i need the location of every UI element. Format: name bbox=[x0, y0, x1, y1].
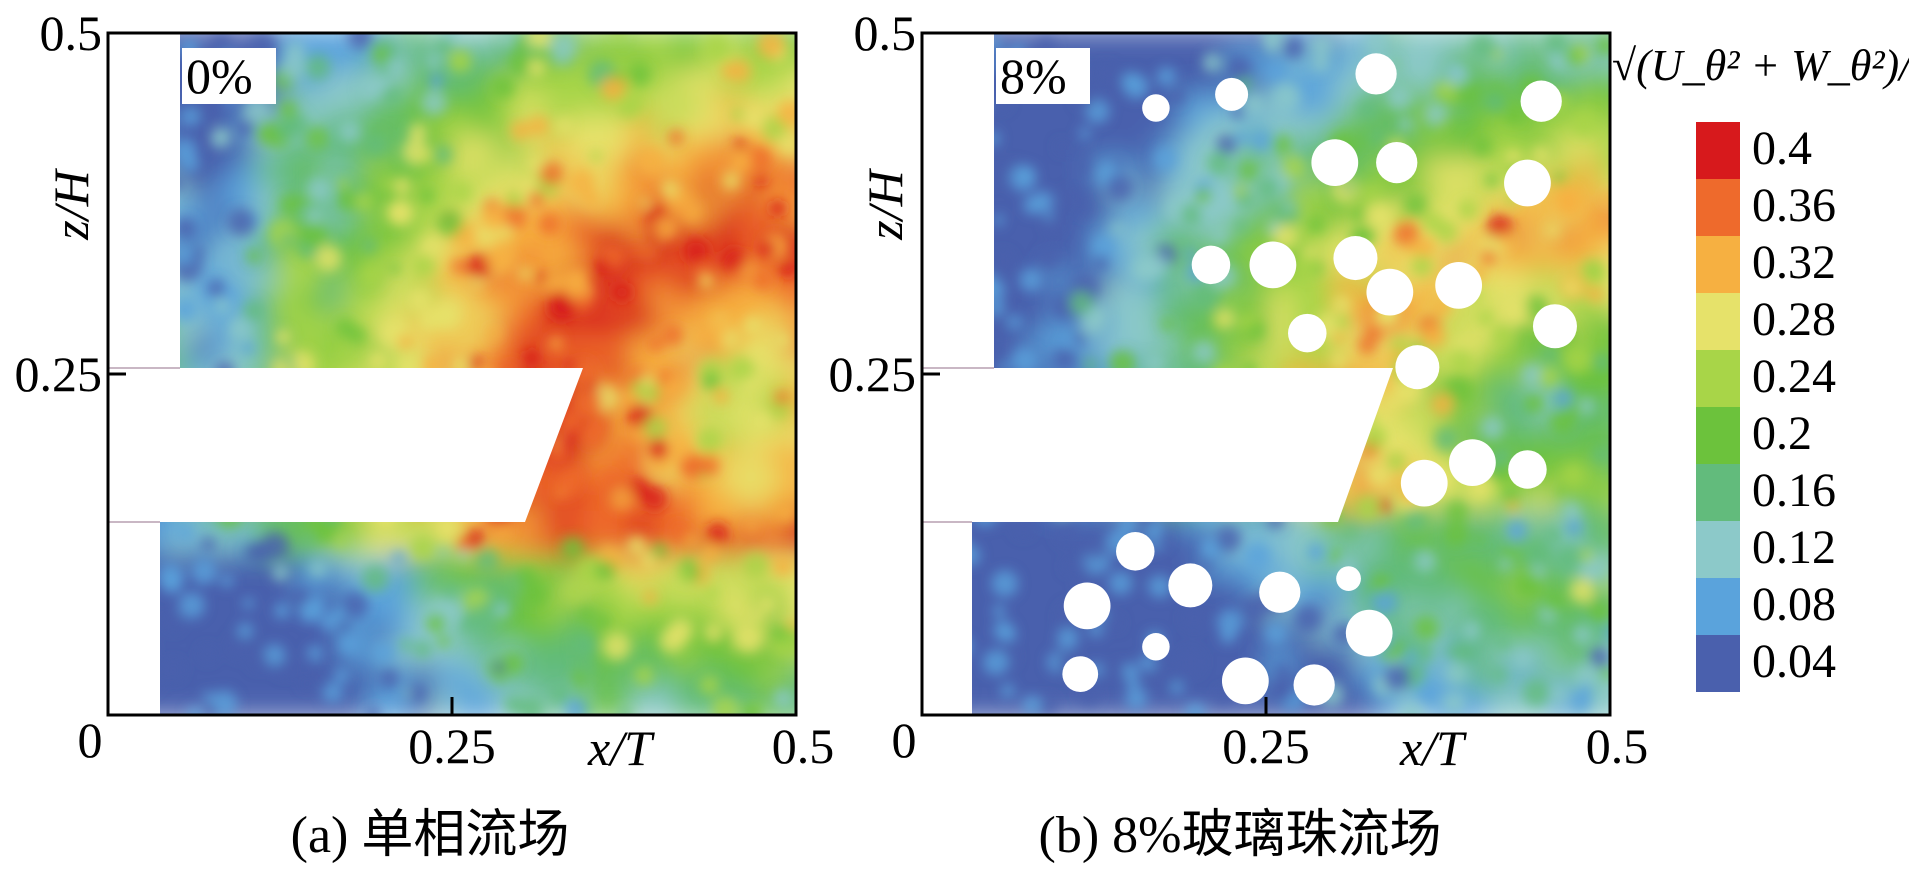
colorbar-swatch bbox=[1696, 293, 1740, 350]
y-tick-top-a: 0.5 bbox=[40, 5, 103, 61]
colorbar-label: 0.4 bbox=[1752, 122, 1812, 175]
glass-bead bbox=[1288, 313, 1327, 353]
glass-bead bbox=[1142, 94, 1170, 122]
glass-bead bbox=[1532, 304, 1577, 349]
panel-tag-box-a bbox=[182, 48, 276, 104]
colorbar-label: 0.08 bbox=[1752, 578, 1836, 631]
x-axis-label-a: x/T bbox=[587, 720, 655, 776]
colorbar-swatch bbox=[1696, 521, 1740, 578]
colorbar-label: 0.04 bbox=[1752, 635, 1836, 688]
glass-bead bbox=[1259, 571, 1301, 613]
impeller-blade-b bbox=[922, 33, 1393, 715]
panel-b: 8% 0.5 0.25 0 0.25 0.5 x/T z/H (b) 8%玻璃珠… bbox=[829, 5, 1649, 864]
colorbar-swatch bbox=[1696, 464, 1740, 521]
x-tick-mid-b: 0.25 bbox=[1222, 718, 1310, 774]
glass-bead bbox=[1142, 633, 1170, 661]
colorbar-swatch bbox=[1696, 350, 1740, 407]
colorbar-swatch bbox=[1696, 635, 1740, 692]
x-tick-mid-a: 0.25 bbox=[408, 718, 496, 774]
glass-bead bbox=[1345, 609, 1393, 657]
x-tick-end-b: 0.5 bbox=[1586, 718, 1649, 774]
glass-bead bbox=[1449, 439, 1496, 487]
panel-tag-a: 0% bbox=[186, 48, 253, 104]
colorbar-label: 0.32 bbox=[1752, 236, 1836, 289]
glass-bead bbox=[1336, 566, 1361, 591]
y-tick-mid-b: 0.25 bbox=[829, 346, 917, 402]
glass-bead bbox=[1508, 450, 1547, 489]
y-axis-label-a: z/H bbox=[43, 167, 99, 240]
glass-bead bbox=[1116, 532, 1155, 571]
y-tick-mid-a: 0.25 bbox=[15, 346, 103, 402]
colorbar: √(U_θ² + W_θ²)/v_tip 0.40.360.320.280.24… bbox=[1612, 41, 1909, 692]
colorbar-label: 0.12 bbox=[1752, 521, 1836, 574]
colorbar-swatch bbox=[1696, 407, 1740, 464]
glass-bead bbox=[1215, 77, 1249, 111]
y-tick-top-b: 0.5 bbox=[854, 5, 917, 61]
colorbar-label: 0.28 bbox=[1752, 293, 1836, 346]
colorbar-swatches bbox=[1696, 122, 1740, 692]
colorbar-swatch bbox=[1696, 578, 1740, 635]
x-tick-zero-b: 0 bbox=[892, 712, 917, 768]
impeller-blade-a bbox=[108, 33, 583, 715]
colorbar-label: 0.2 bbox=[1752, 407, 1812, 460]
caption-b: (b) 8%玻璃珠流场 bbox=[1039, 807, 1442, 864]
glass-bead bbox=[1063, 582, 1111, 630]
panel-a: 0% 0.5 0.25 0 0.25 0.5 x/T z/H (a) 单相流场 bbox=[15, 5, 835, 864]
glass-bead bbox=[1062, 656, 1099, 692]
glass-bead bbox=[1504, 159, 1551, 207]
panel-tag-b: 8% bbox=[1000, 48, 1067, 104]
y-axis-label-b: z/H bbox=[857, 167, 913, 240]
colorbar-label: 0.36 bbox=[1752, 179, 1836, 232]
x-axis-label-b: x/T bbox=[1399, 720, 1467, 776]
glass-bead bbox=[1293, 664, 1335, 706]
glass-bead bbox=[1520, 80, 1562, 122]
glass-bead bbox=[1355, 53, 1397, 95]
colorbar-labels: 0.40.360.320.280.240.20.160.120.080.04 bbox=[1752, 122, 1836, 688]
glass-bead bbox=[1333, 236, 1378, 281]
glass-bead bbox=[1168, 563, 1213, 608]
caption-a: (a) 单相流场 bbox=[291, 807, 570, 864]
glass-bead bbox=[1395, 345, 1440, 390]
colorbar-label: 0.16 bbox=[1752, 464, 1836, 517]
colorbar-swatch bbox=[1696, 122, 1740, 179]
colorbar-swatch bbox=[1696, 179, 1740, 236]
colorbar-title: √(U_θ² + W_θ²)/v_tip bbox=[1612, 41, 1909, 90]
glass-bead bbox=[1400, 459, 1448, 507]
x-tick-end-a: 0.5 bbox=[772, 718, 835, 774]
glass-bead bbox=[1249, 241, 1297, 289]
glass-bead bbox=[1221, 657, 1269, 705]
panel-tag-box-b bbox=[996, 48, 1090, 104]
glass-bead bbox=[1366, 268, 1414, 316]
glass-bead bbox=[1435, 261, 1483, 309]
glass-bead bbox=[1191, 245, 1231, 285]
glass-bead bbox=[1376, 141, 1418, 184]
colorbar-swatch bbox=[1696, 236, 1740, 293]
colorbar-label: 0.24 bbox=[1752, 350, 1836, 403]
x-tick-zero-a: 0 bbox=[78, 712, 103, 768]
glass-bead bbox=[1311, 139, 1359, 186]
glass-beads bbox=[1062, 53, 1577, 706]
flow-field-a bbox=[108, 33, 796, 715]
